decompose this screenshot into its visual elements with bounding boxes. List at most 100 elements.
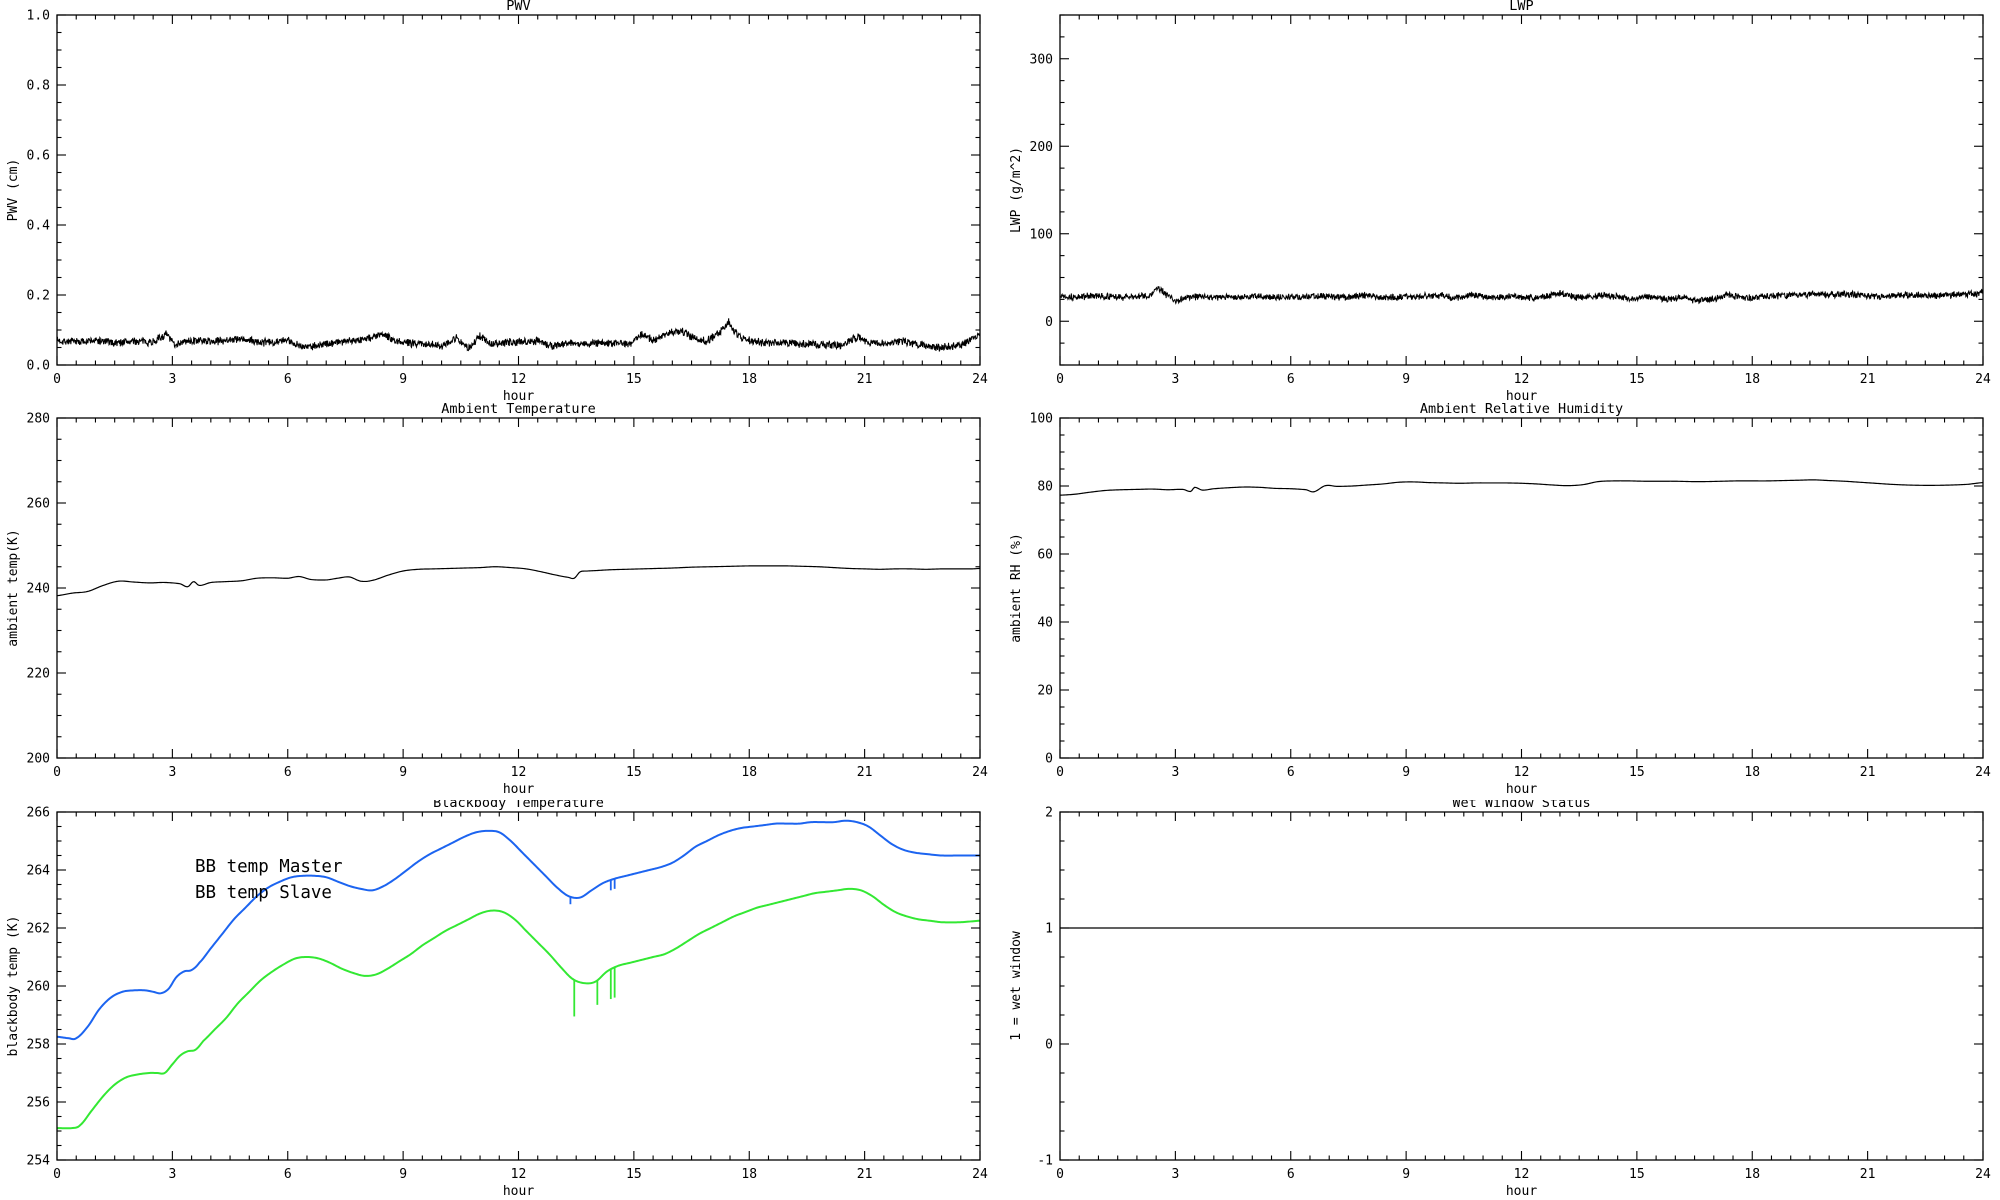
x-tick-label: 6	[1287, 765, 1295, 780]
y-tick-label: 258	[27, 1038, 50, 1053]
plot-box	[1059, 417, 1984, 759]
x-tick-label: 12	[511, 765, 527, 780]
x-tick-label: 15	[1629, 765, 1645, 780]
x-tick-label: 21	[857, 372, 873, 387]
y-tick-label: 260	[27, 497, 50, 512]
y-tick-label: 280	[27, 412, 50, 427]
y-tick-label: 262	[27, 922, 50, 937]
axis-labels: 0 3 6 9 12 15 18 21 24 254 256 258 260 262 264 266 hour b…	[6, 800, 988, 1199]
y-tick-label: 0.8	[27, 79, 50, 94]
x-axis-label: hour	[503, 1184, 534, 1199]
y-tick-label: 0.4	[27, 219, 51, 234]
y-tick-label: 200	[27, 752, 50, 767]
x-axis-label: hour	[1506, 389, 1537, 400]
x-tick-label: 15	[1629, 372, 1645, 387]
legend: BB temp Master BB temp Slave	[195, 857, 343, 903]
axis-labels: 0 3 6 9 12 15 18 21 24 200 220 240 260 280 hour ambient…	[6, 401, 988, 797]
legend-entry: BB temp Slave	[195, 883, 332, 903]
y-tick-label: 256	[27, 1096, 50, 1111]
y-tick-label: 100	[1030, 227, 1053, 242]
blackbody-temp-plot: 0 3 6 9 12 15 18 21 24 254 256 258 260 262 264 266 hour b…	[6, 800, 988, 1199]
plot-title: PWV	[506, 0, 530, 14]
y-tick-label: 300	[1030, 52, 1053, 67]
x-tick-label: 15	[1629, 1167, 1645, 1182]
blackbody-panel: 0 3 6 9 12 15 18 21 24 254 256 258 260 262 264 266 hour b…	[6, 800, 988, 1199]
axis-labels: 0 3 6 9 12 15 18 21 24 0 100 200 300 hour LWP (g/m^2) L…	[1009, 0, 1991, 400]
series-group	[56, 565, 981, 597]
ticks	[56, 14, 981, 366]
ticks	[1059, 811, 1984, 1161]
x-tick-label: 18	[741, 372, 757, 387]
x-tick-label: 3	[168, 1167, 176, 1182]
lwp-plot: 0 3 6 9 12 15 18 21 24 0 100 200 300 hour LWP (g/m^2) L…	[1009, 0, 1991, 400]
x-tick-label: 9	[1402, 372, 1410, 387]
plot-title: Wet Window Status	[1452, 800, 1590, 811]
x-tick-label: 3	[168, 765, 176, 780]
y-tick-label: 20	[1037, 684, 1053, 699]
y-tick-label: 266	[27, 806, 50, 821]
axis-labels: 0 3 6 9 12 15 18 21 24 0.0 0.2 0.4 0.6 0.8 1.0 hour PWV …	[6, 0, 988, 400]
x-tick-label: 6	[1287, 372, 1295, 387]
x-tick-label: 6	[284, 765, 292, 780]
bb-temp-master-series	[56, 819, 980, 1041]
x-tick-label: 12	[511, 1167, 527, 1182]
x-tick-label: 6	[1287, 1167, 1295, 1182]
y-tick-label: 260	[27, 980, 50, 995]
y-axis-label: blackbody temp (K)	[6, 916, 21, 1057]
y-tick-label: 40	[1037, 616, 1053, 631]
legend-entry: BB temp Master	[195, 857, 343, 877]
x-tick-label: 0	[53, 372, 61, 387]
y-axis-label: ambient RH (%)	[1009, 533, 1024, 643]
y-tick-label: 220	[27, 667, 50, 682]
x-axis-label: hour	[1506, 782, 1537, 797]
x-tick-label: 9	[399, 372, 407, 387]
y-tick-label: 1	[1045, 922, 1053, 937]
x-tick-label: 24	[1975, 765, 1991, 780]
x-axis-label: hour	[503, 389, 534, 400]
x-tick-label: 21	[857, 1167, 873, 1182]
x-tick-label: 18	[1744, 765, 1760, 780]
y-tick-label: 240	[27, 582, 50, 597]
y-axis-label: 1 = wet window	[1009, 931, 1024, 1041]
y-tick-label: -1	[1037, 1154, 1053, 1169]
y-tick-label: 100	[1030, 412, 1053, 427]
plot-box	[1059, 14, 1984, 366]
lwp-series	[1059, 286, 1984, 305]
x-tick-label: 24	[972, 1167, 988, 1182]
x-tick-label: 24	[1975, 372, 1991, 387]
y-tick-label: 0	[1045, 752, 1053, 767]
plot-box	[56, 14, 981, 366]
x-tick-label: 12	[1514, 372, 1530, 387]
y-tick-label: 0	[1045, 1038, 1053, 1053]
x-tick-label: 3	[1171, 372, 1179, 387]
x-tick-label: 21	[1860, 1167, 1876, 1182]
x-tick-label: 12	[1514, 765, 1530, 780]
x-tick-label: 9	[399, 765, 407, 780]
y-tick-label: 2	[1045, 806, 1053, 821]
x-tick-label: 15	[626, 765, 642, 780]
x-tick-label: 18	[1744, 372, 1760, 387]
x-tick-label: 18	[741, 765, 757, 780]
x-tick-label: 6	[284, 372, 292, 387]
x-tick-label: 0	[1056, 765, 1064, 780]
y-tick-label: 80	[1037, 480, 1053, 495]
x-tick-label: 24	[972, 372, 988, 387]
y-tick-label: 264	[27, 864, 51, 879]
plot-title: LWP	[1509, 0, 1533, 14]
ambient_temp-panel: 0 3 6 9 12 15 18 21 24 200 220 240 260 280 hour ambient…	[6, 401, 988, 797]
ticks	[56, 417, 981, 759]
x-axis-label: hour	[1506, 1184, 1537, 1199]
pwv-series	[56, 318, 981, 352]
plot-title: Blackbody Temperature	[433, 800, 604, 811]
x-tick-label: 15	[626, 372, 642, 387]
x-tick-label: 21	[857, 765, 873, 780]
x-tick-label: 21	[1860, 765, 1876, 780]
x-tick-label: 9	[399, 1167, 407, 1182]
axis-labels: 0 3 6 9 12 15 18 21 24 0 20 40 60 80 100 hour ambient RH…	[1009, 401, 1991, 797]
x-tick-label: 0	[53, 1167, 61, 1182]
x-tick-label: 21	[1860, 372, 1876, 387]
x-tick-label: 3	[1171, 1167, 1179, 1182]
ambient-rh-plot: 0 3 6 9 12 15 18 21 24 0 20 40 60 80 100 hour ambient RH…	[1009, 401, 1991, 797]
